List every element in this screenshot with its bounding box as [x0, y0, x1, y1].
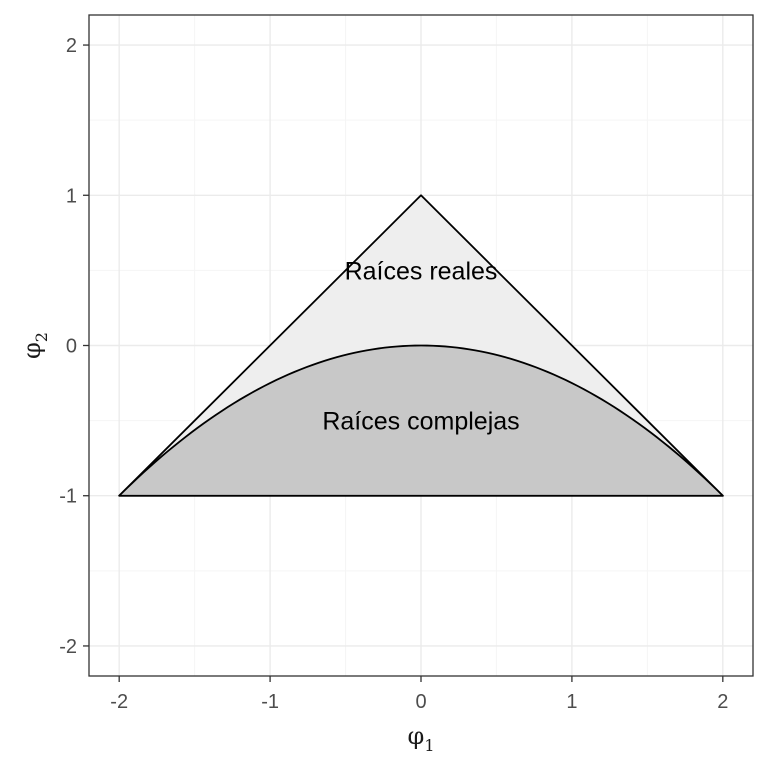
y-tick-label: 2 [66, 35, 77, 57]
data-layer: Raíces reales Raíces complejas [118, 194, 724, 497]
y-tick-label: -1 [59, 486, 77, 508]
y-axis-title: φ2 [18, 332, 51, 359]
x-tick-label: 0 [415, 691, 426, 713]
x-tick-label: -2 [110, 691, 128, 713]
y-tick-label: -2 [59, 636, 77, 658]
x-axis-title: φ1 [408, 722, 435, 755]
y-tick-label: 1 [66, 185, 77, 207]
complex-roots-region [118, 344, 724, 497]
y-tick-label: 0 [66, 336, 77, 358]
axes: -2 -1 0 1 2 -2 -1 0 1 2 [59, 35, 728, 713]
x-axis-title-subscript: 1 [424, 736, 434, 755]
x-axis-title-symbol: φ [408, 722, 425, 750]
real-roots-label: Raíces reales [345, 257, 498, 285]
y-axis-title-subscript: 2 [32, 332, 51, 342]
x-tick-label: -1 [261, 691, 279, 713]
y-axis-title-symbol: φ [18, 342, 46, 359]
complex-roots-label: Raíces complejas [322, 408, 519, 436]
x-tick-label: 2 [717, 691, 728, 713]
x-tick-label: 1 [566, 691, 577, 713]
